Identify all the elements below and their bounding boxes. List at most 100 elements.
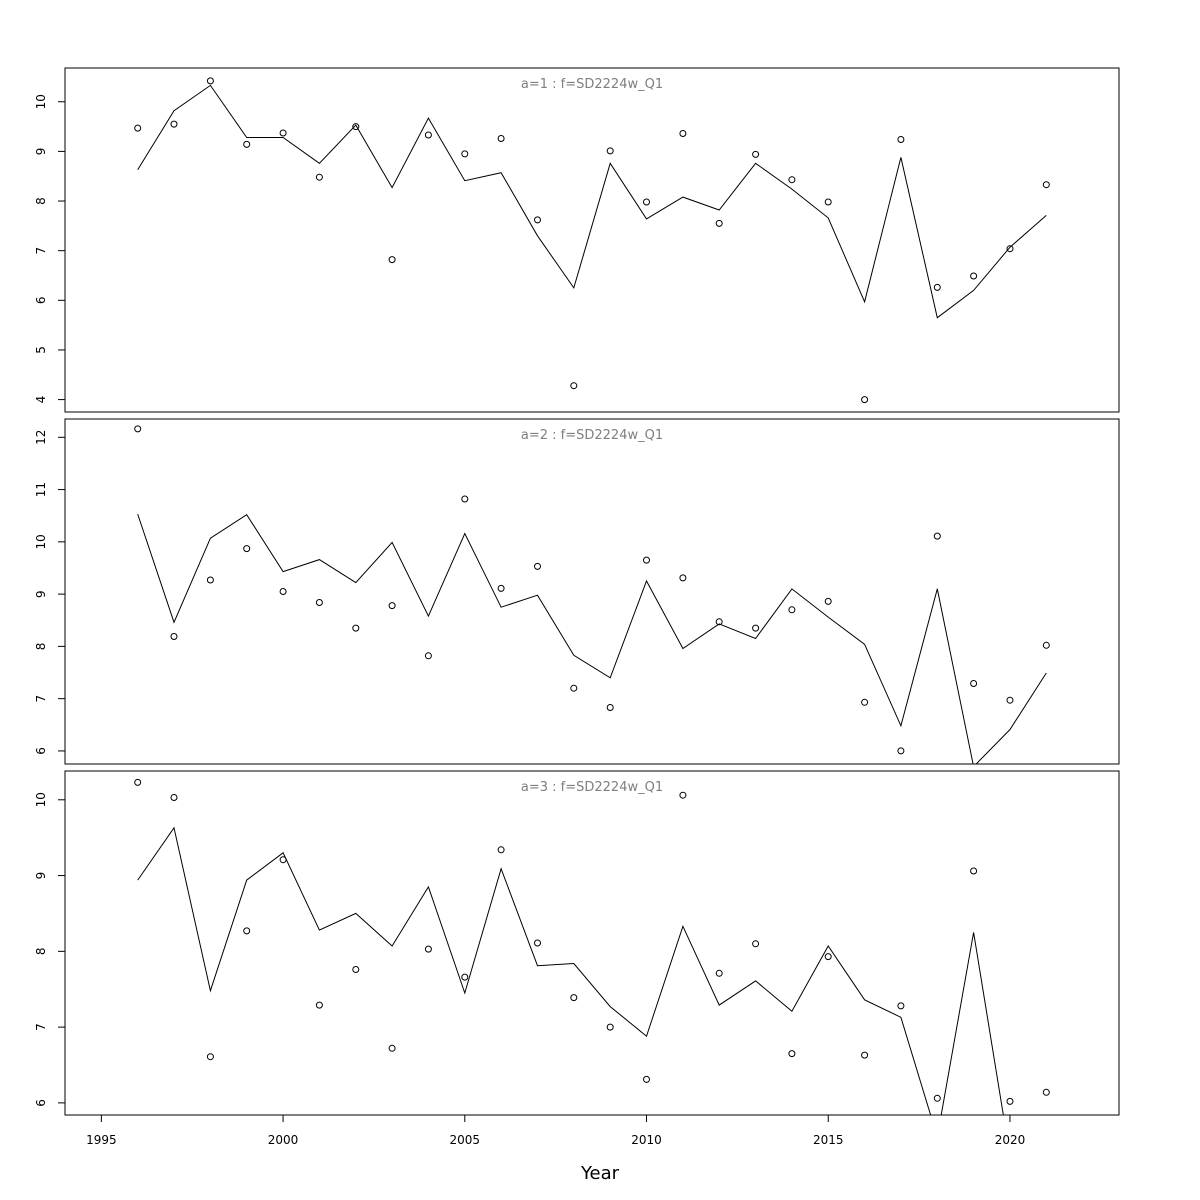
observed-point bbox=[279, 129, 287, 137]
observed-point bbox=[424, 131, 432, 139]
observed-point bbox=[170, 633, 178, 640]
observed-point bbox=[861, 698, 869, 706]
y-tick-label: 9 bbox=[34, 872, 48, 880]
y-tick-label: 8 bbox=[34, 197, 48, 205]
observed-point bbox=[315, 173, 323, 181]
observed-point bbox=[606, 147, 614, 155]
y-tick-label: 10 bbox=[34, 534, 48, 549]
y-tick-label: 9 bbox=[34, 148, 48, 156]
observed-point bbox=[643, 1075, 650, 1083]
observed-point bbox=[461, 150, 469, 158]
observed-point bbox=[461, 495, 469, 503]
observed-point bbox=[1006, 1097, 1014, 1105]
observed-point bbox=[861, 1051, 869, 1059]
observed-point bbox=[315, 1001, 323, 1009]
observed-point bbox=[570, 382, 578, 390]
observed-point bbox=[352, 123, 360, 131]
x-tick-label: 2020 bbox=[995, 1133, 1026, 1147]
observed-point bbox=[1042, 641, 1050, 649]
x-axis-label: Year bbox=[580, 1163, 620, 1184]
x-tick-label: 2010 bbox=[631, 1133, 662, 1147]
x-tick-label: 1995 bbox=[86, 1133, 117, 1147]
observed-point bbox=[315, 599, 323, 606]
panel-3: a=3 : f=SD2224w_Q1 6 7 8 9 10 bbox=[34, 770, 1120, 1116]
y-tick-label: 5 bbox=[34, 346, 48, 354]
observed-point bbox=[715, 969, 723, 977]
panel-title: a=3 : f=SD2224w_Q1 bbox=[521, 780, 663, 795]
observed-point bbox=[752, 940, 760, 948]
observed-point bbox=[243, 927, 251, 935]
y-tick-label: 6 bbox=[34, 1099, 48, 1107]
panel-title: a=2 : f=SD2224w_Q1 bbox=[521, 428, 663, 443]
observed-point bbox=[1042, 1088, 1050, 1096]
observed-point bbox=[897, 136, 905, 143]
observed-point bbox=[570, 994, 578, 1002]
observed-point bbox=[897, 747, 905, 755]
plot-area bbox=[137, 826, 1004, 1115]
observed-point bbox=[752, 624, 760, 632]
observed-point bbox=[206, 1053, 214, 1061]
y-tick-label: 8 bbox=[34, 948, 48, 956]
y-tick-label: 10 bbox=[34, 94, 48, 109]
observed-point bbox=[970, 272, 978, 280]
observed-point bbox=[679, 130, 687, 137]
observed-point bbox=[679, 574, 687, 582]
observed-point bbox=[497, 846, 505, 854]
observed-point bbox=[1006, 245, 1014, 253]
y-tick-label: 7 bbox=[34, 247, 48, 255]
observed-point bbox=[352, 966, 360, 973]
observed-point bbox=[461, 973, 469, 981]
y-tick-label: 7 bbox=[34, 695, 48, 703]
y-tick-label: 8 bbox=[34, 643, 48, 651]
observed-point bbox=[679, 791, 687, 799]
observed-point bbox=[243, 545, 251, 553]
panel-title: a=1 : f=SD2224w_Q1 bbox=[521, 77, 663, 92]
panel-frame bbox=[64, 67, 1120, 413]
observed-point bbox=[933, 532, 941, 540]
panel-1: a=1 : f=SD2224w_Q1 4 5 6 7 8 9 10 bbox=[34, 67, 1120, 413]
fitted-line bbox=[137, 826, 1004, 1115]
panel-2: a=2 : f=SD2224w_Q1 6 7 8 9 10 11 12 bbox=[34, 418, 1120, 765]
y-tick-label: 10 bbox=[34, 792, 48, 807]
observed-point bbox=[424, 945, 432, 953]
observed-point bbox=[534, 939, 541, 947]
y-tick-label: 9 bbox=[34, 590, 48, 598]
observed-point bbox=[134, 778, 142, 786]
observed-point bbox=[170, 794, 178, 801]
observed-point bbox=[570, 684, 578, 692]
observed-point bbox=[170, 120, 178, 128]
observed-point bbox=[279, 588, 287, 595]
observed-point bbox=[897, 1002, 905, 1010]
observed-point bbox=[970, 867, 978, 875]
observed-point bbox=[534, 562, 541, 570]
observed-point bbox=[970, 680, 978, 687]
y-tick-label: 12 bbox=[34, 430, 48, 445]
y-tick-label: 11 bbox=[34, 482, 48, 497]
observed-point bbox=[497, 584, 505, 592]
observed-point bbox=[388, 602, 396, 610]
x-tick-label: 2000 bbox=[268, 1133, 299, 1147]
fitted-line bbox=[137, 513, 1047, 764]
plot-area bbox=[137, 513, 1047, 764]
observed-point bbox=[1006, 696, 1014, 704]
observed-point bbox=[824, 198, 832, 206]
panel-frame bbox=[64, 418, 1120, 765]
observed-point bbox=[606, 1023, 614, 1031]
y-tick-label: 6 bbox=[34, 747, 48, 755]
observed-point bbox=[606, 704, 614, 711]
observed-point bbox=[424, 652, 432, 660]
fitted-line bbox=[137, 84, 1047, 319]
observed-point bbox=[206, 576, 214, 584]
x-tick-label: 2005 bbox=[450, 1133, 481, 1147]
observed-point bbox=[715, 618, 723, 626]
observed-point bbox=[1042, 181, 1050, 189]
observed-point bbox=[788, 176, 796, 184]
observed-point bbox=[643, 556, 650, 564]
observed-point bbox=[715, 219, 723, 227]
x-tick-label: 2015 bbox=[813, 1133, 844, 1147]
observed-point bbox=[352, 624, 360, 632]
observed-point bbox=[933, 1094, 941, 1102]
observed-point bbox=[497, 135, 505, 142]
observed-point bbox=[388, 1044, 396, 1052]
observed-point bbox=[243, 140, 251, 148]
